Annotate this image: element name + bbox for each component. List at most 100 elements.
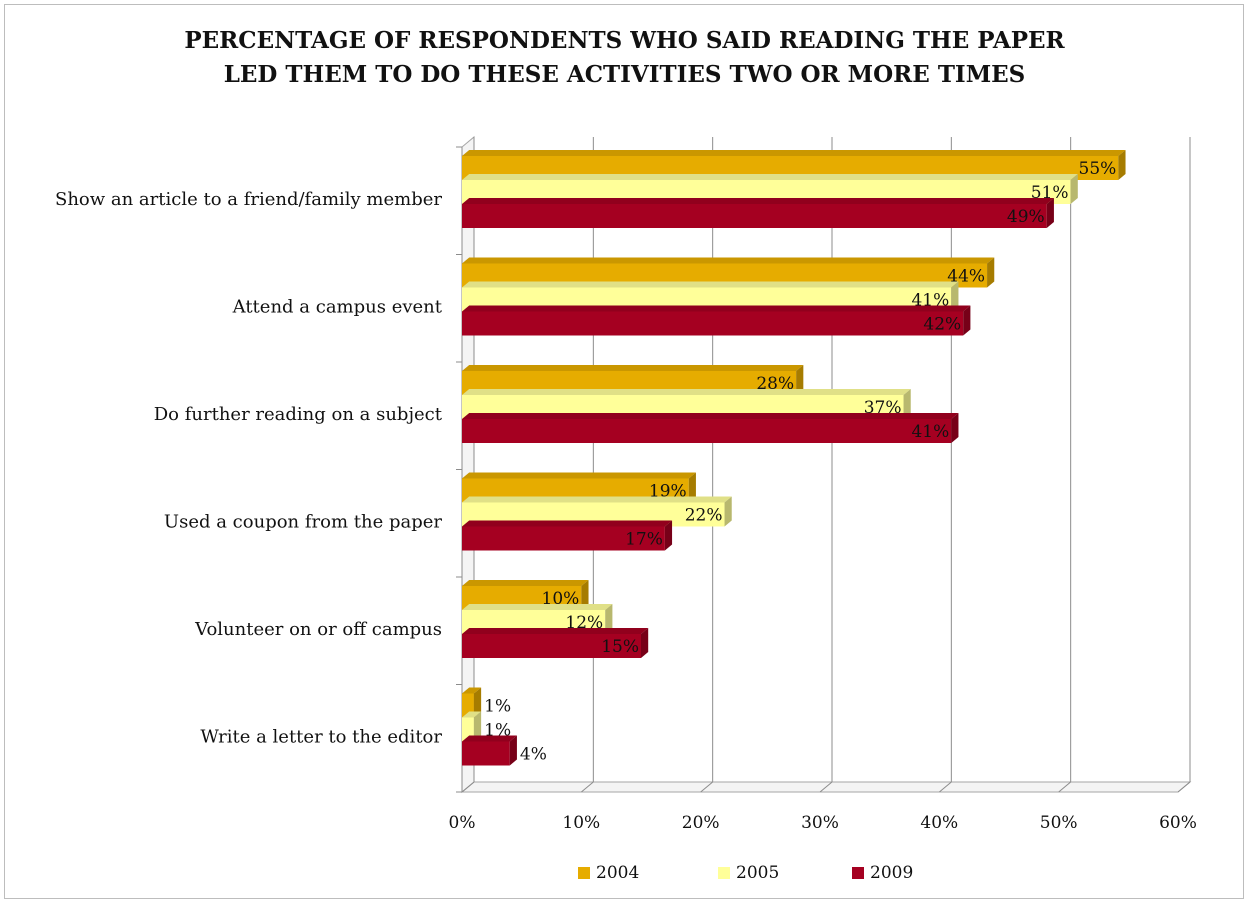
legend-label: 2009 bbox=[870, 863, 913, 883]
x-tick-labels: 0% 10% 20% 30% 40% 50% 60% bbox=[449, 813, 1197, 833]
legend-swatch-2009 bbox=[852, 867, 864, 879]
category-label: Show an article to a friend/family membe… bbox=[55, 189, 442, 210]
data-label: 42% bbox=[923, 315, 961, 335]
bar-2005-top bbox=[462, 389, 911, 395]
x-tick-label: 60% bbox=[1159, 813, 1197, 833]
chart-back-wall bbox=[460, 135, 1192, 794]
bar-2005-top bbox=[462, 281, 959, 288]
data-label: 28% bbox=[756, 374, 794, 394]
bar-2005-side bbox=[1070, 174, 1078, 204]
bar-2009-top bbox=[462, 413, 959, 419]
data-label: 15% bbox=[601, 637, 639, 657]
data-label: 1% bbox=[484, 721, 511, 741]
bar-2004-top bbox=[462, 580, 589, 586]
legend-swatch-2004 bbox=[578, 867, 590, 879]
bar-2005-side bbox=[903, 389, 911, 419]
bar-2009 bbox=[462, 741, 510, 766]
data-label: 49% bbox=[1007, 207, 1045, 227]
gridline-depth bbox=[1177, 781, 1191, 793]
bar-2009-top bbox=[462, 520, 673, 527]
bar-2009 bbox=[462, 419, 952, 443]
bar-2004-top bbox=[462, 150, 1126, 156]
bar-2009 bbox=[462, 634, 641, 658]
bar-labels: 55% 51% 49% 44% 41% 42% 28% 37% 41% 19% 22% 17% 10% 1… bbox=[484, 159, 1116, 765]
x-tick-label: 50% bbox=[1040, 813, 1078, 833]
data-label: 19% bbox=[649, 482, 687, 502]
gridline-depth bbox=[581, 781, 594, 793]
bar-2005 bbox=[462, 717, 474, 742]
bar-2005-side bbox=[605, 604, 613, 634]
bar-2004 bbox=[462, 693, 474, 718]
bar-2004-side bbox=[581, 580, 589, 610]
data-label: 44% bbox=[947, 267, 985, 287]
legend-label: 2004 bbox=[596, 863, 639, 883]
bar-2004-side bbox=[987, 257, 995, 288]
data-label: 51% bbox=[1031, 183, 1069, 203]
bar-2009-side bbox=[509, 735, 517, 766]
bar-2005-side bbox=[473, 711, 482, 742]
category-label: Attend a campus event bbox=[232, 296, 443, 317]
data-label: 22% bbox=[685, 506, 723, 526]
chart-title: PERCENTAGE OF RESPONDENTS WHO SAID READI… bbox=[0, 24, 1249, 92]
x-tick-label: 40% bbox=[920, 813, 958, 833]
bar-2009-side bbox=[951, 413, 959, 443]
chart-title-line-1: PERCENTAGE OF RESPONDENTS WHO SAID READI… bbox=[184, 27, 1065, 54]
bar-2009-side bbox=[664, 520, 673, 551]
gridline-depth bbox=[700, 781, 713, 793]
category-label: Write a letter to the editor bbox=[200, 726, 442, 747]
bar-2004-top bbox=[462, 257, 995, 264]
bar-2005-top bbox=[462, 711, 482, 718]
bar-2009-top bbox=[462, 198, 1054, 204]
chart-title-line-2: LED THEM TO DO THESE ACTIVITIES TWO OR M… bbox=[223, 61, 1026, 88]
bar-2009-side bbox=[963, 305, 971, 336]
x-tick-label: 30% bbox=[801, 813, 839, 833]
bar-2004-side bbox=[1118, 150, 1126, 180]
bar-2009-top bbox=[462, 735, 517, 742]
bar-2004-side bbox=[796, 365, 804, 395]
category-label: Volunteer on or off campus bbox=[194, 619, 442, 640]
bar-2004-top bbox=[462, 365, 804, 371]
legend-label: 2005 bbox=[736, 863, 779, 883]
bar-2004-side bbox=[688, 472, 696, 503]
data-label: 17% bbox=[625, 530, 663, 550]
x-tick-label: 10% bbox=[562, 813, 600, 833]
legend: 2004 2005 2009 bbox=[578, 863, 913, 883]
bar-2005-side bbox=[724, 496, 732, 527]
legend-swatch-2005 bbox=[718, 867, 730, 879]
data-label: 55% bbox=[1079, 159, 1117, 179]
bar-2009 bbox=[462, 204, 1047, 228]
bar-2005-side bbox=[951, 281, 959, 312]
bar-2004-side bbox=[473, 687, 482, 718]
bar-2009 bbox=[462, 311, 964, 336]
x-tick-label: 20% bbox=[682, 813, 720, 833]
gridline-depth bbox=[819, 781, 833, 793]
category-label: Do further reading on a subject bbox=[154, 404, 443, 425]
category-label: Used a coupon from the paper bbox=[164, 511, 442, 532]
axes bbox=[456, 146, 463, 793]
x-tick-label: 0% bbox=[449, 813, 476, 833]
bar-2009-side bbox=[1046, 198, 1054, 228]
bar-2009-side bbox=[641, 628, 649, 658]
bar-2004-top bbox=[462, 472, 696, 479]
bar-2005-top bbox=[462, 174, 1078, 180]
data-label: 41% bbox=[911, 422, 949, 442]
bar-2004-top bbox=[462, 687, 482, 694]
data-label: 10% bbox=[542, 589, 580, 609]
bar-2005-top bbox=[462, 604, 613, 610]
data-label: 37% bbox=[864, 398, 902, 418]
category-labels: Show an article to a friend/family membe… bbox=[55, 189, 443, 748]
gridline-depth bbox=[461, 781, 475, 793]
bar-2009-top bbox=[462, 628, 649, 634]
data-label: 41% bbox=[911, 291, 949, 311]
data-label: 1% bbox=[484, 697, 511, 717]
bar-2009-top bbox=[462, 305, 971, 312]
bar-2005-top bbox=[462, 496, 732, 503]
data-label: 12% bbox=[565, 613, 603, 633]
bar-2009 bbox=[462, 526, 665, 551]
gridline-depth bbox=[939, 781, 952, 793]
bars bbox=[462, 150, 1126, 766]
gridline-depth bbox=[1058, 781, 1071, 793]
gridlines bbox=[461, 137, 1191, 793]
data-label: 4% bbox=[520, 745, 547, 765]
